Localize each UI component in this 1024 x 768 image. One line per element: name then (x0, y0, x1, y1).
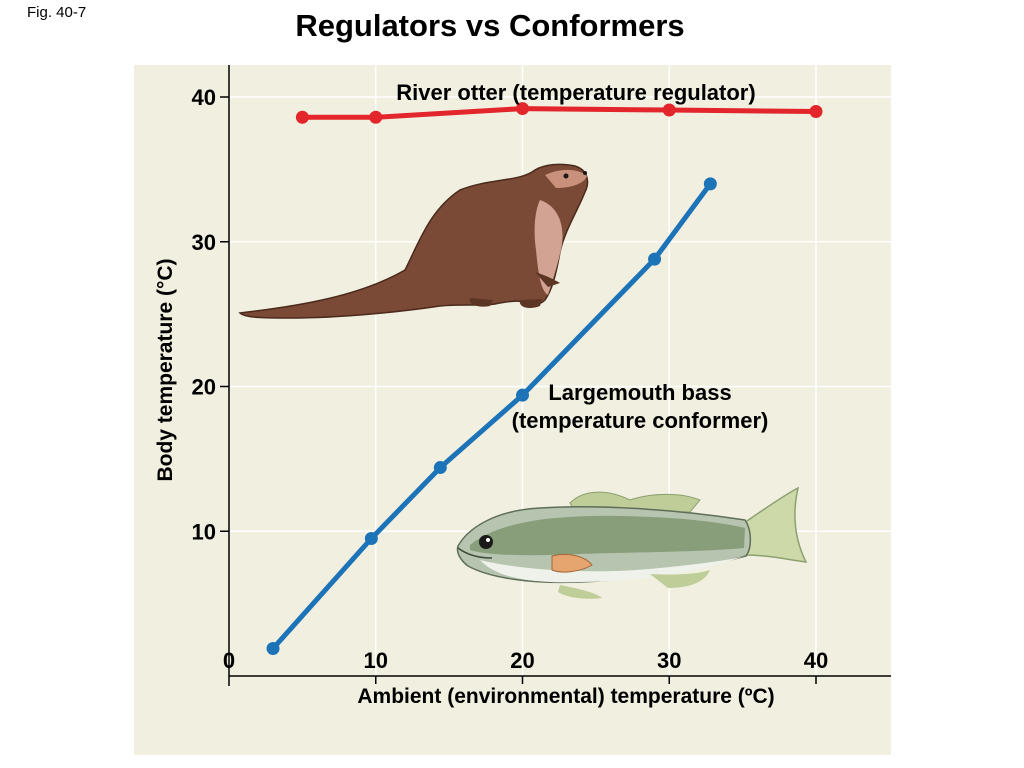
series-label-largemouth-bass: Largemouth bass (temperature conformer) (512, 380, 769, 433)
data-point-0-4 (809, 104, 823, 118)
x-axis-title: Ambient (environmental) temperature (ºC) (357, 685, 774, 708)
data-point-0-1 (369, 110, 383, 124)
figure-label: Fig. 40-7 (27, 4, 87, 21)
data-point-0-3 (662, 103, 676, 117)
data-point-0-2 (516, 102, 529, 116)
x-tick-label-20: 20 (510, 648, 534, 673)
data-point-1-5 (703, 177, 717, 191)
y-tick-label-40: 40 (192, 85, 216, 110)
axes-layer: 10 20 30 40 0 10 20 30 40 (192, 65, 891, 686)
data-point-0-0 (295, 110, 309, 124)
label-layer: Ambient (environmental) temperature (ºC)… (154, 80, 775, 708)
series-label-line-0: Largemouth bass (548, 380, 731, 405)
series-layer (266, 102, 823, 655)
series-line-1 (270, 181, 713, 651)
y-tick-label-20: 20 (192, 375, 216, 400)
x-tick-label-40: 40 (804, 648, 828, 673)
series-label-river-otter: River otter (temperature regulator) (396, 80, 755, 105)
river-otter-illustration (238, 163, 589, 319)
largemouth-bass-illustration (456, 486, 808, 599)
data-point-1-4 (648, 252, 662, 266)
y-axis-title: Body temperature (°C) (154, 258, 177, 481)
data-point-1-1 (364, 531, 378, 545)
y-tick-label-30: 30 (192, 230, 216, 255)
data-point-1-2 (433, 461, 447, 475)
x-tick-label-0: 0 (223, 648, 235, 673)
x-tick-label-10: 10 (364, 648, 388, 673)
data-point-1-0 (266, 641, 280, 655)
chart-title: Regulators vs Conformers (295, 8, 685, 43)
x-tick-label-30: 30 (657, 648, 681, 673)
data-point-1-3 (516, 388, 529, 402)
y-tick-label-10: 10 (192, 519, 216, 544)
series-label-line-1: (temperature conformer) (512, 408, 769, 433)
